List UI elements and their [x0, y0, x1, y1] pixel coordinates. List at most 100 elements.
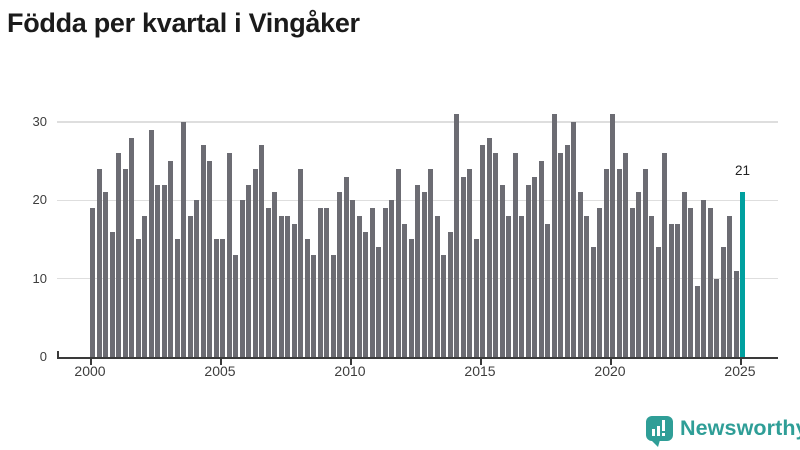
bar [441, 255, 446, 357]
bar [129, 137, 134, 357]
bar [681, 192, 687, 357]
bar [116, 153, 121, 357]
bar [317, 208, 323, 357]
bar [265, 208, 271, 357]
bar [519, 215, 524, 357]
bar [148, 129, 154, 357]
bar [525, 184, 531, 357]
newsworthy-logo[interactable]: Newsworthy [646, 416, 800, 447]
bar [499, 184, 505, 357]
bar [460, 176, 466, 357]
y-tick-label-10: 10 [32, 270, 47, 286]
bar [551, 114, 557, 357]
bar [415, 184, 420, 357]
y-tick-label-20: 20 [32, 192, 47, 208]
bar [376, 247, 381, 357]
bar [330, 255, 336, 357]
y-tick-label-30: 30 [32, 113, 47, 129]
bar [623, 153, 628, 357]
bar [200, 145, 206, 357]
bar [369, 208, 375, 357]
bar [285, 215, 290, 357]
bar [480, 145, 485, 357]
x-tick-label-2000: 2000 [74, 363, 106, 379]
bar [493, 153, 498, 357]
bar [733, 270, 739, 357]
bar [389, 200, 394, 357]
bar [161, 184, 167, 357]
bar [337, 192, 342, 357]
bar [246, 184, 251, 357]
bar [207, 161, 212, 357]
x-tick-label-2005: 2005 [204, 363, 236, 379]
bar [538, 161, 544, 357]
bar [642, 168, 648, 357]
gridline-30 [57, 121, 778, 123]
bar [103, 192, 108, 357]
bar [649, 215, 654, 357]
x-axis-tick [610, 359, 612, 365]
bar [408, 239, 414, 357]
bar [220, 239, 225, 357]
bar [532, 176, 537, 357]
x-tick-label-2025: 2025 [724, 363, 756, 379]
bar [122, 168, 128, 357]
bar [655, 247, 661, 357]
bar [636, 192, 641, 357]
bar [174, 239, 180, 357]
bar [701, 200, 706, 357]
bar [688, 208, 693, 357]
chart-title: Födda per kvartal i Vingåker [7, 8, 360, 38]
x-tick-label-2010: 2010 [334, 363, 366, 379]
bar [135, 239, 141, 357]
bar [714, 278, 719, 357]
bar-chart-speech-bubble-icon [646, 416, 673, 447]
bar [720, 247, 726, 357]
bar [467, 168, 472, 357]
bar [363, 231, 368, 357]
bar [356, 215, 362, 357]
bar [343, 176, 349, 357]
bar [454, 114, 459, 357]
bar [694, 286, 700, 357]
bar [662, 153, 667, 357]
logo-text: Newsworthy [680, 416, 800, 440]
bar [395, 168, 401, 357]
bar [558, 153, 563, 357]
bar [564, 145, 570, 357]
bar [311, 255, 316, 357]
bar [421, 192, 427, 357]
bar [707, 208, 713, 357]
bar [181, 121, 186, 357]
bar [486, 137, 492, 357]
bar [324, 208, 329, 357]
bar [187, 215, 193, 357]
bar [577, 192, 583, 357]
bar [506, 215, 511, 357]
bar [168, 161, 173, 357]
bar [239, 200, 245, 357]
bar [629, 208, 635, 357]
bar [96, 168, 102, 357]
bar [90, 208, 95, 357]
bar [278, 215, 284, 357]
bar [473, 239, 479, 357]
bar [213, 239, 219, 357]
bar [350, 200, 355, 357]
bar [382, 208, 388, 357]
bar [584, 215, 589, 357]
bar [194, 200, 199, 357]
x-tick-label-2020: 2020 [594, 363, 626, 379]
bar [434, 215, 440, 357]
y-tick-label-0: 0 [39, 349, 47, 364]
x-axis-tick [220, 359, 222, 365]
bar [298, 168, 303, 357]
bar [727, 215, 732, 357]
bar [272, 192, 277, 357]
bar [291, 223, 297, 357]
highlight-value-label: 21 [734, 163, 751, 178]
bar [155, 184, 160, 357]
x-axis-tick [740, 359, 742, 365]
bar [571, 121, 576, 357]
